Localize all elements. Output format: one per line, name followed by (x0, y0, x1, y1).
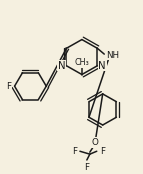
Text: N: N (58, 61, 65, 71)
Text: NH: NH (106, 51, 119, 60)
Text: F: F (7, 82, 12, 91)
Text: F: F (84, 163, 89, 172)
Text: N: N (98, 61, 106, 71)
Text: O: O (91, 138, 98, 147)
Text: F: F (72, 147, 77, 156)
Text: CH₃: CH₃ (75, 58, 89, 67)
Text: F: F (100, 147, 105, 156)
